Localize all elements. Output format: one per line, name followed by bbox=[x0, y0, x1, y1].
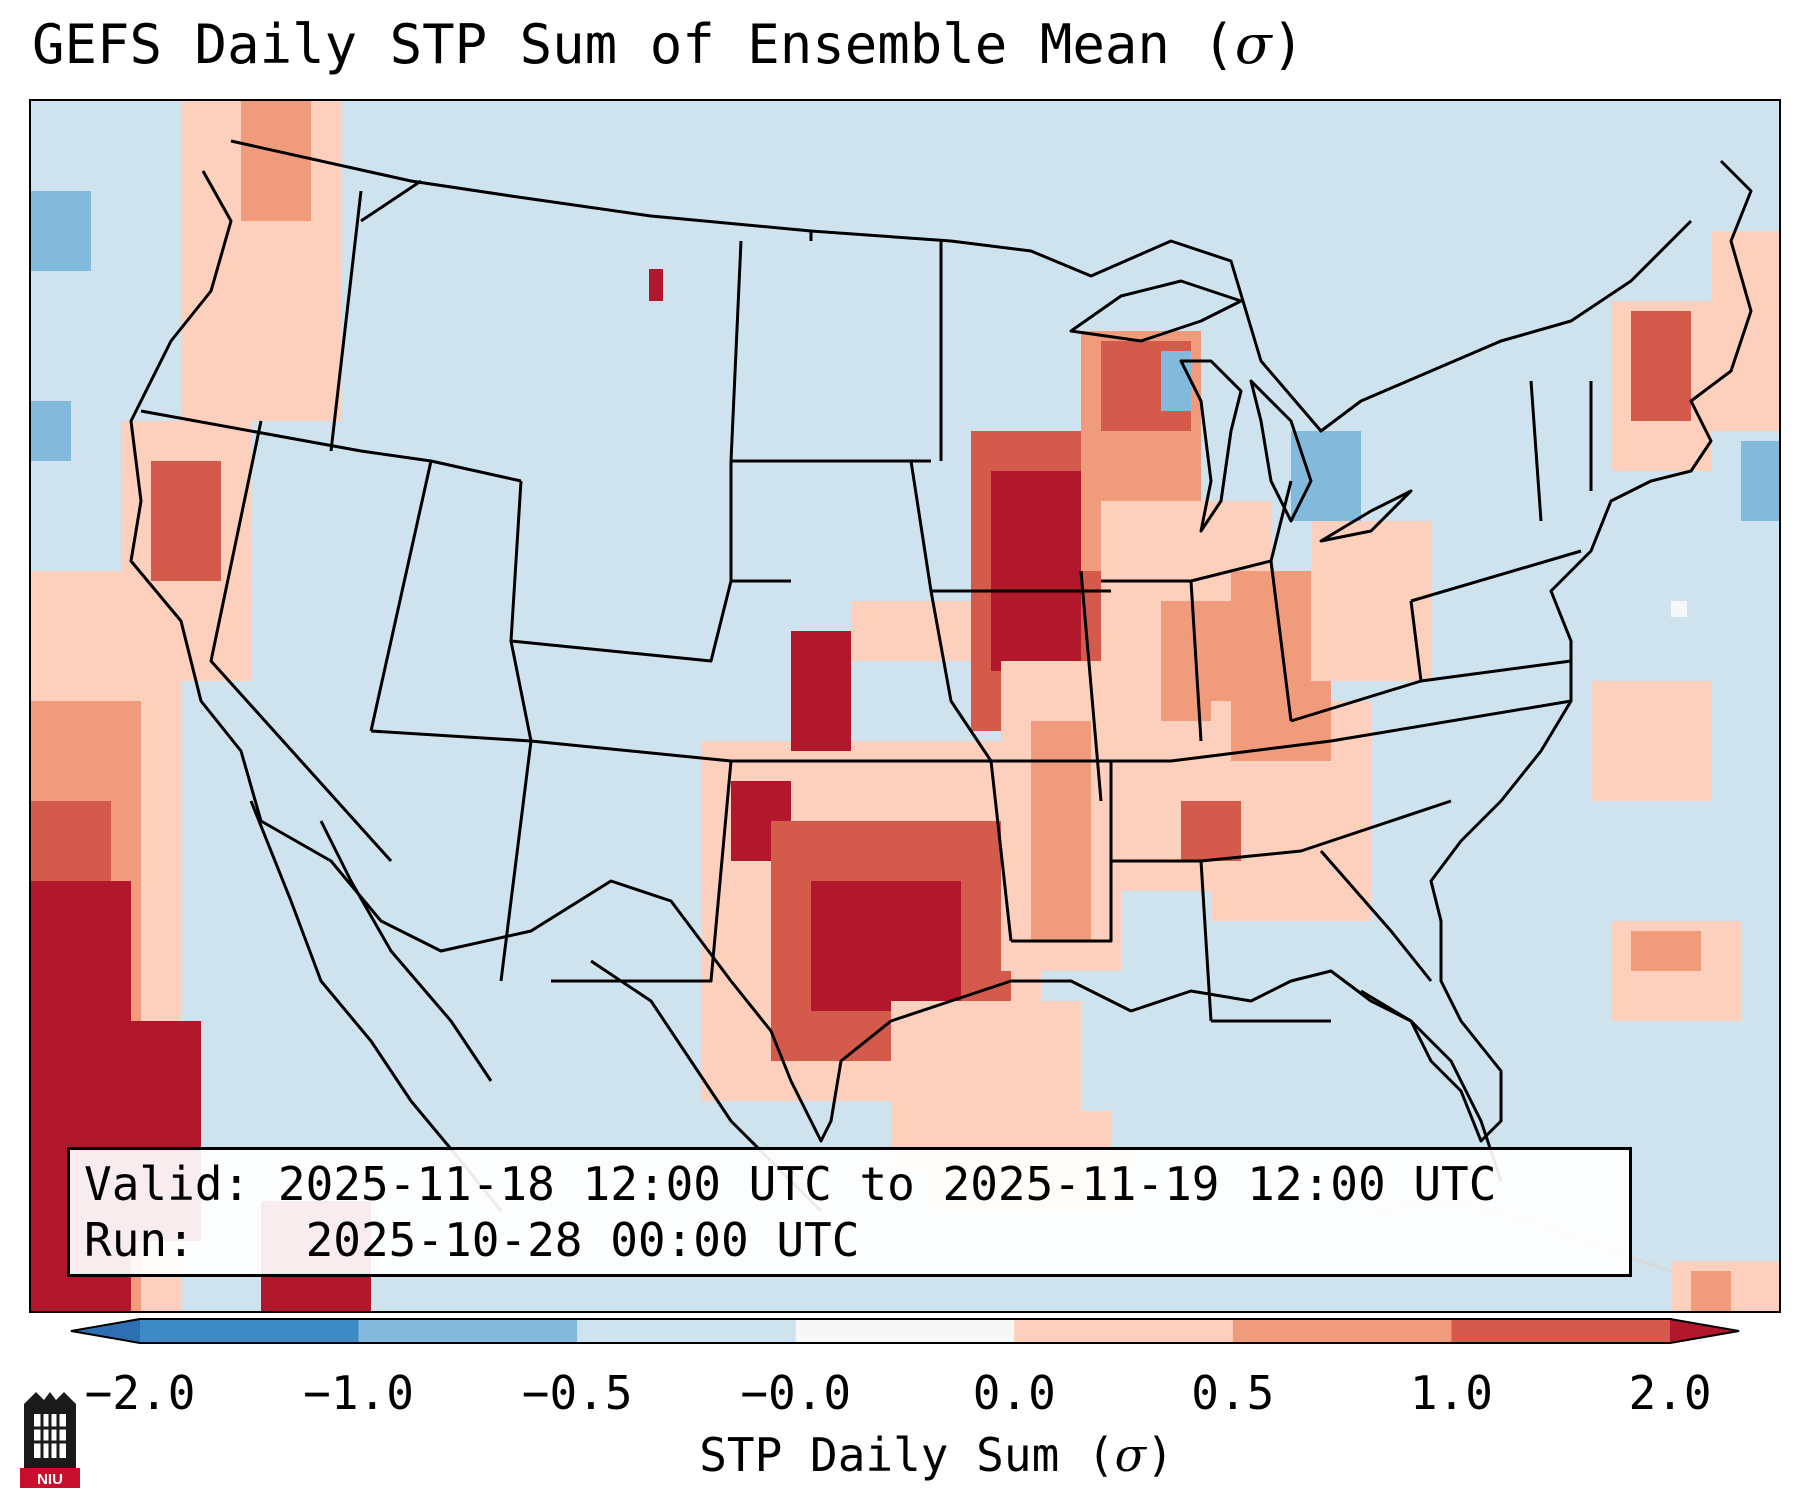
logo-text: NIU bbox=[37, 1471, 63, 1488]
lake-michigan bbox=[1179, 359, 1243, 533]
logo-banner bbox=[20, 1468, 80, 1488]
anomaly-cell bbox=[1291, 431, 1361, 521]
anomaly-cell bbox=[1741, 441, 1779, 521]
colorbar bbox=[70, 1318, 1740, 1344]
colorbar-bin bbox=[1232, 1318, 1452, 1344]
anomaly-cell bbox=[1691, 1271, 1731, 1311]
colorbar-tick-label: 0.5 bbox=[1191, 1366, 1275, 1420]
map-panel bbox=[29, 99, 1781, 1313]
colorbar-bin bbox=[140, 1318, 360, 1344]
colorbar-tick-label: 1.0 bbox=[1409, 1366, 1493, 1420]
run-label: Run: bbox=[84, 1213, 195, 1267]
colorbar-tick-label: −2.0 bbox=[84, 1366, 196, 1420]
lake-huron bbox=[1249, 379, 1313, 523]
anomaly-cell bbox=[811, 881, 961, 1011]
anomaly-cell bbox=[241, 101, 311, 221]
logo-grid-icon bbox=[34, 1414, 66, 1458]
florida bbox=[1360, 989, 1503, 1182]
colorbar-extend-low bbox=[70, 1318, 140, 1344]
colorbar-bin bbox=[358, 1318, 578, 1344]
anomaly-cell bbox=[1031, 721, 1091, 941]
colorbar-label: STP Daily Sum (σ) bbox=[699, 1428, 1174, 1482]
anomaly-cell bbox=[31, 401, 71, 461]
colorbar-extend-high bbox=[1670, 1318, 1740, 1344]
anomaly-cell bbox=[1181, 801, 1241, 861]
anomaly-cell bbox=[1631, 931, 1701, 971]
colorbar-bin bbox=[1014, 1318, 1234, 1344]
colorbar-tick-label: −0.0 bbox=[740, 1366, 852, 1420]
anomaly-field bbox=[31, 101, 1779, 1311]
anomaly-cell bbox=[31, 191, 91, 271]
anomaly-cell bbox=[1671, 601, 1687, 617]
valid-range: 2025-11-18 12:00 UTC to 2025-11-19 12:00… bbox=[277, 1157, 1497, 1211]
anomaly-cell bbox=[791, 631, 851, 751]
colorbar-tick-label: 0.0 bbox=[972, 1366, 1056, 1420]
stp-map bbox=[31, 101, 1779, 1311]
anomaly-cell bbox=[991, 471, 1081, 671]
us-outline bbox=[129, 159, 1753, 1143]
info-box: Valid: 2025-11-18 12:00 UTC to 2025-11-1… bbox=[67, 1147, 1632, 1277]
anomaly-cell bbox=[649, 269, 663, 301]
canada-border bbox=[230, 139, 1693, 433]
colorbar-tick-label: −1.0 bbox=[303, 1366, 414, 1420]
colorbar-tick-label: 2.0 bbox=[1628, 1366, 1712, 1420]
colorbar-outline bbox=[70, 1318, 1740, 1344]
colorbar-bin bbox=[795, 1318, 1015, 1344]
anomaly-cell bbox=[1631, 311, 1691, 421]
anomaly-cell bbox=[1591, 681, 1711, 801]
lake-superior bbox=[1069, 279, 1243, 343]
niu-logo: NIU bbox=[20, 1392, 80, 1488]
run-time: 2025-10-28 00:00 UTC bbox=[305, 1213, 860, 1267]
chart-title: GEFS Daily STP Sum of Ensemble Mean (σ) bbox=[32, 13, 1305, 76]
colorbar-bin bbox=[577, 1318, 797, 1344]
colorbar-bin bbox=[1451, 1318, 1671, 1344]
lake-erie bbox=[1319, 489, 1413, 543]
valid-label: Valid: bbox=[84, 1157, 251, 1211]
colorbar-tick-label: −0.5 bbox=[521, 1366, 633, 1420]
anomaly-cell bbox=[151, 461, 221, 581]
state-lines bbox=[140, 179, 1593, 1023]
